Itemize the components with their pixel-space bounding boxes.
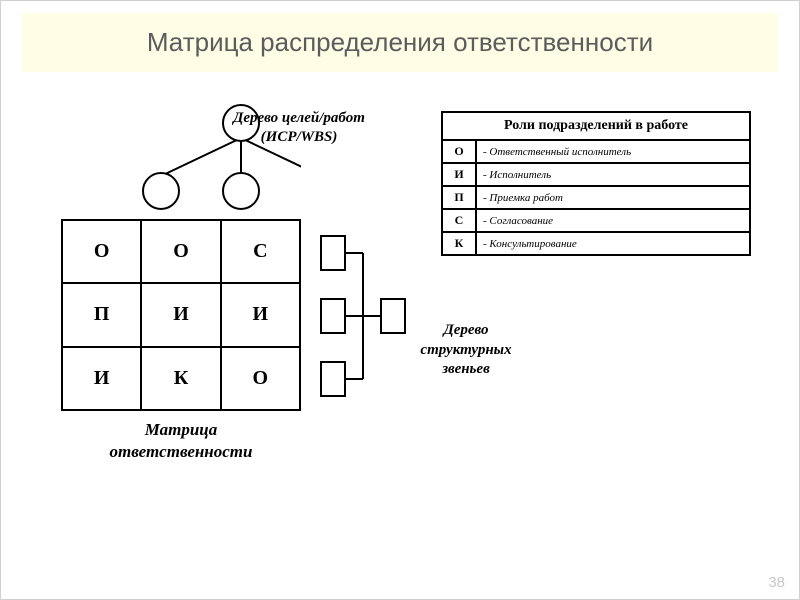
- legend-code: И: [442, 163, 476, 186]
- legend-desc: - Консультирование: [476, 232, 750, 255]
- matrix-label: Матрица ответственности: [61, 419, 301, 463]
- legend-desc: - Согласование: [476, 209, 750, 232]
- page-title: Матрица распределения ответственности: [22, 27, 778, 58]
- legend-code: С: [442, 209, 476, 232]
- legend-row: О- Ответственный исполнитель: [442, 140, 750, 163]
- legend-desc: - Приемка работ: [476, 186, 750, 209]
- org-node: [321, 236, 345, 270]
- legend-code: К: [442, 232, 476, 255]
- org-node: [321, 299, 345, 333]
- legend-row: П- Приемка работ: [442, 186, 750, 209]
- org-tree: [1, 91, 421, 421]
- roles-legend-table: Роли подразделений в работе О- Ответстве…: [441, 111, 751, 256]
- matrix-label-line1: Матрица: [145, 420, 218, 439]
- legend-header: Роли подразделений в работе: [442, 112, 750, 140]
- legend-row: И- Исполнитель: [442, 163, 750, 186]
- slide-number: 38: [768, 574, 785, 591]
- legend-code: О: [442, 140, 476, 163]
- title-band: Матрица распределения ответственности: [22, 13, 778, 72]
- org-node: [321, 362, 345, 396]
- org-tree-label: Дерево структурных звеньев: [401, 321, 531, 380]
- legend-desc: - Ответственный исполнитель: [476, 140, 750, 163]
- org-label-line1: Дерево: [443, 322, 488, 338]
- matrix-label-line2: ответственности: [110, 442, 253, 461]
- legend-desc: - Исполнитель: [476, 163, 750, 186]
- legend-row: С- Согласование: [442, 209, 750, 232]
- legend-row: К- Консультирование: [442, 232, 750, 255]
- legend-code: П: [442, 186, 476, 209]
- org-label-line2: структурных: [420, 342, 511, 358]
- diagram-canvas: Дерево целей/работ (ИСР/WBS) ООСПИИИКО М…: [1, 91, 800, 591]
- org-label-line3: звеньев: [442, 361, 490, 377]
